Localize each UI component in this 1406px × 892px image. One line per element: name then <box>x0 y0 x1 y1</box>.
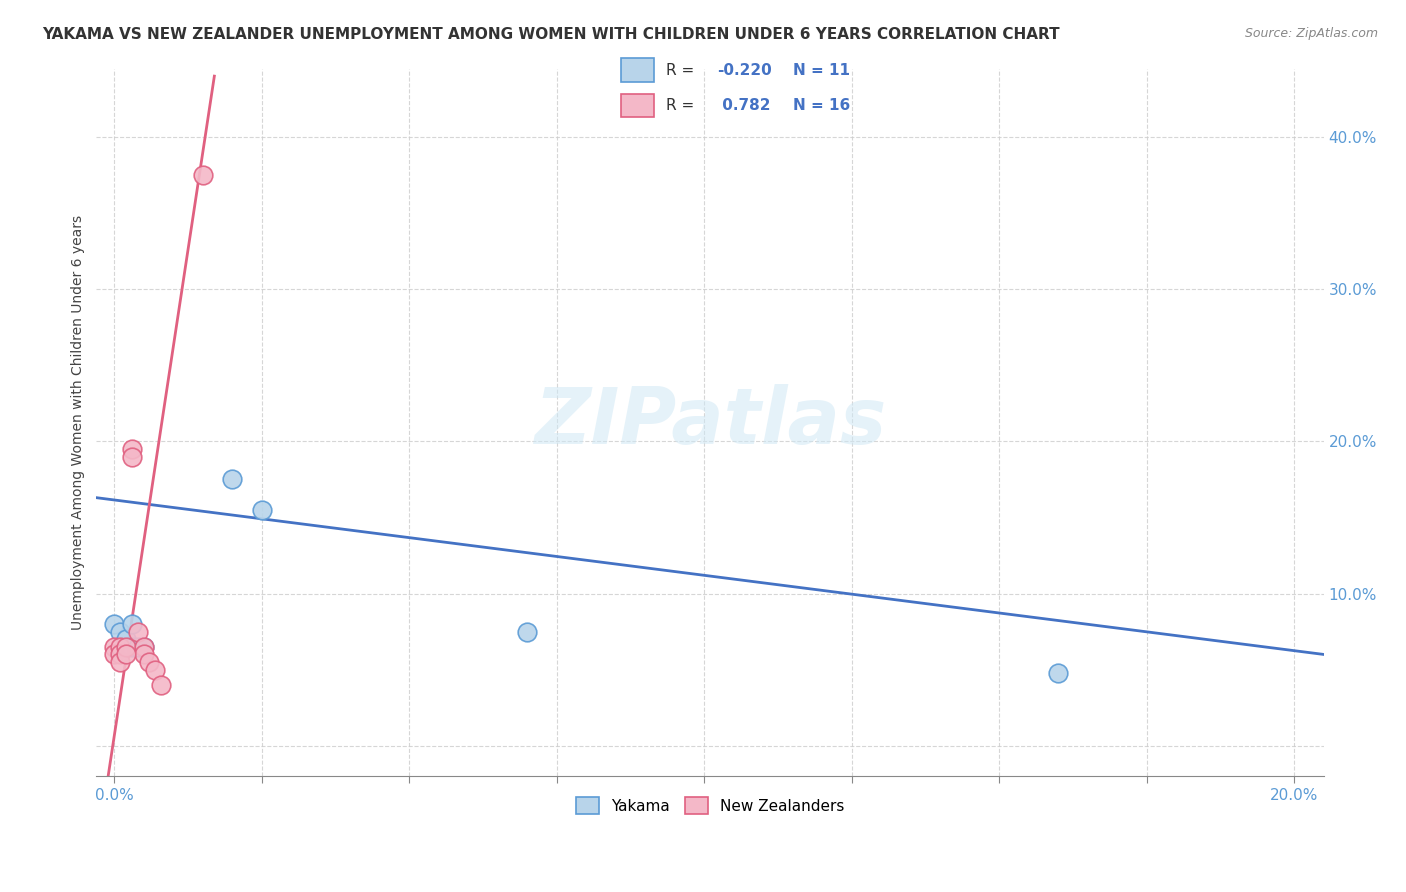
Point <box>127 640 149 654</box>
Point <box>103 640 125 654</box>
Text: -0.220: -0.220 <box>717 62 772 78</box>
Point <box>108 655 131 669</box>
Text: R =: R = <box>666 98 699 113</box>
Text: 0.782: 0.782 <box>717 98 770 113</box>
Point <box>115 640 138 654</box>
Text: ZIPatlas: ZIPatlas <box>534 384 886 460</box>
Point <box>121 617 143 632</box>
Point <box>191 168 214 182</box>
Point <box>127 624 149 639</box>
Point <box>250 503 273 517</box>
Point <box>516 624 538 639</box>
Point <box>108 624 131 639</box>
Point <box>115 632 138 647</box>
Point <box>103 617 125 632</box>
Point <box>150 678 173 692</box>
FancyBboxPatch shape <box>620 94 654 117</box>
Text: YAKAMA VS NEW ZEALANDER UNEMPLOYMENT AMONG WOMEN WITH CHILDREN UNDER 6 YEARS COR: YAKAMA VS NEW ZEALANDER UNEMPLOYMENT AMO… <box>42 27 1060 42</box>
Point <box>221 472 243 486</box>
Point <box>132 648 155 662</box>
Point <box>132 640 155 654</box>
Point <box>1047 665 1070 680</box>
Point <box>132 640 155 654</box>
FancyBboxPatch shape <box>620 58 654 82</box>
Point <box>108 640 131 654</box>
Point <box>115 648 138 662</box>
Point <box>108 648 131 662</box>
Point <box>103 648 125 662</box>
Point <box>143 663 166 677</box>
Text: R =: R = <box>666 62 699 78</box>
Point <box>121 442 143 456</box>
Point <box>121 450 143 464</box>
Text: N = 11: N = 11 <box>793 62 851 78</box>
Point <box>121 640 143 654</box>
Y-axis label: Unemployment Among Women with Children Under 6 years: Unemployment Among Women with Children U… <box>72 215 86 630</box>
Text: Source: ZipAtlas.com: Source: ZipAtlas.com <box>1244 27 1378 40</box>
Text: N = 16: N = 16 <box>793 98 851 113</box>
Point <box>138 655 160 669</box>
Legend: Yakama, New Zealanders: Yakama, New Zealanders <box>565 786 855 825</box>
